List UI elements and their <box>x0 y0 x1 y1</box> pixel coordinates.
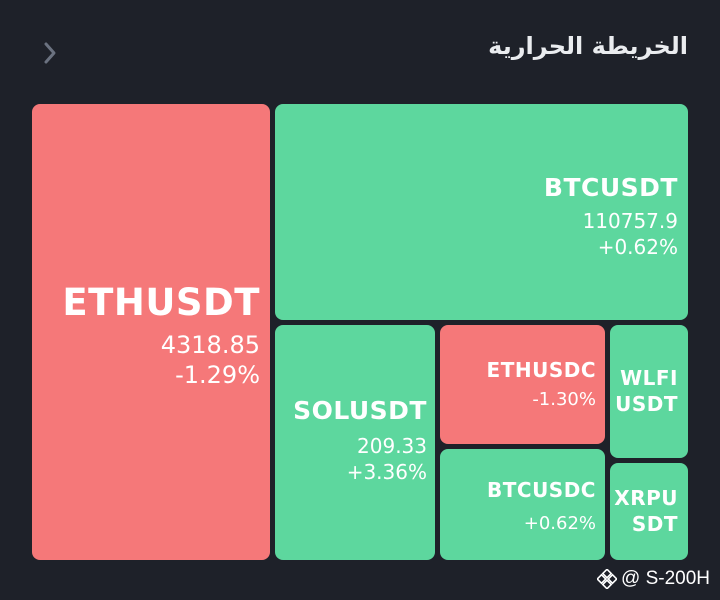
heatmap-tile-wlfiusdt[interactable]: WLFI USDT <box>610 325 688 458</box>
tile-symbol: ETHUSDT <box>62 281 260 324</box>
page-title: الخريطة الحرارية <box>488 32 688 60</box>
tile-price: 110757.9 <box>582 209 678 233</box>
tile-symbol: BTCUSDT <box>543 173 678 202</box>
tile-symbol-line2: USDT <box>615 392 678 416</box>
tile-change: -1.29% <box>175 361 260 389</box>
tile-price: 209.33 <box>357 434 427 458</box>
watermark: @ S-200H <box>597 568 710 590</box>
heatmap-tile-ethusdt[interactable]: ETHUSDT 4318.85 -1.29% <box>32 104 270 560</box>
tile-symbol-line2: SDT <box>631 512 678 536</box>
watermark-handle: @ S-200H <box>621 568 710 589</box>
tile-symbol-line1: XRPU <box>614 486 678 510</box>
tile-symbol: SOLUSDT <box>293 396 427 425</box>
tile-symbol-line1: WLFI <box>620 366 678 390</box>
chevron-right-icon[interactable] <box>38 38 62 68</box>
binance-logo-icon <box>597 569 617 589</box>
tile-change: +0.62% <box>597 235 678 259</box>
heatmap-tile-xrpusdt[interactable]: XRPU SDT <box>610 463 688 560</box>
heatmap-tile-solusdt[interactable]: SOLUSDT 209.33 +3.36% <box>275 325 435 560</box>
tile-change: -1.30% <box>532 389 596 410</box>
tile-change: +0.62% <box>523 513 596 534</box>
heatmap-tile-ethusdc[interactable]: ETHUSDC -1.30% <box>440 325 605 444</box>
heatmap-tile-btcusdc[interactable]: BTCUSDC +0.62% <box>440 449 605 560</box>
tile-change: +3.36% <box>346 460 427 484</box>
tile-symbol: ETHUSDC <box>486 358 596 382</box>
heatmap-tile-btcusdt[interactable]: BTCUSDT 110757.9 +0.62% <box>275 104 688 320</box>
tile-price: 4318.85 <box>160 331 260 359</box>
tile-symbol: BTCUSDC <box>487 478 596 502</box>
